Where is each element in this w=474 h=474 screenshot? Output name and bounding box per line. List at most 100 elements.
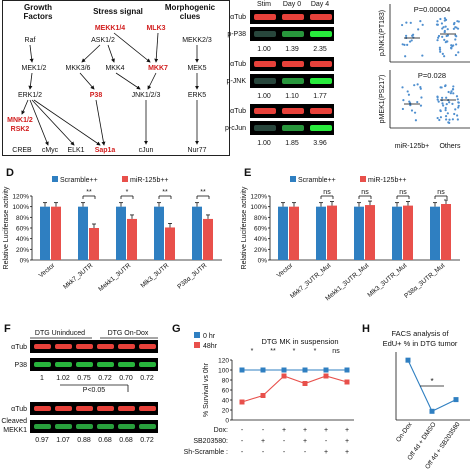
bar-mir-125b xyxy=(51,206,61,260)
line-g-treatment: - xyxy=(262,449,265,456)
bar-ylabel: Relative Luciferase activity xyxy=(3,186,10,269)
bar-legend-label: Scramble++ xyxy=(60,177,98,184)
pathway-arrow xyxy=(154,32,159,63)
scatter-point xyxy=(403,43,406,46)
blot-target-label: p-JNK xyxy=(227,78,247,85)
line-g-treatment: + xyxy=(324,427,328,434)
scatter-point xyxy=(457,106,460,109)
blot-f-strip xyxy=(30,420,158,433)
scatter-point xyxy=(407,93,411,96)
line-g-sig-label: ns xyxy=(332,348,340,355)
scatter-point xyxy=(455,35,458,38)
line-g-point xyxy=(281,367,287,373)
pathway-arrow xyxy=(81,44,101,63)
pathway-node-mkk36: MKK3/6 xyxy=(66,65,91,72)
blot-f-band xyxy=(76,344,93,349)
scatter-point xyxy=(417,28,420,31)
scatter-point xyxy=(440,96,444,99)
blot-f-band xyxy=(55,344,72,349)
scatter-point xyxy=(444,25,447,28)
line-g-treatment: - xyxy=(283,438,286,445)
line-h-title-2: EdU+ % in DTG tumor xyxy=(383,339,458,348)
bar-category-label: Mekk1_3UTR xyxy=(97,262,132,293)
bar-sig-label: * xyxy=(126,189,129,196)
blot-f-band xyxy=(139,362,156,367)
pathway-arrow xyxy=(107,44,115,63)
scatter-point xyxy=(410,39,413,42)
blot-quant-value: 1.00 xyxy=(257,93,271,100)
scatter-point xyxy=(421,54,424,57)
line-g-ytick-label: 40 xyxy=(222,398,230,405)
scatter-group-label: Others xyxy=(439,143,461,150)
scatter-group-label: miR-125b+ xyxy=(395,143,429,150)
blot-target-band xyxy=(254,31,276,37)
line-g-ytick-label: 20 xyxy=(222,408,230,415)
bar-sig-label: ** xyxy=(200,189,206,196)
scatter-point xyxy=(457,20,460,23)
scatter-point xyxy=(445,96,448,99)
scatter-point xyxy=(410,109,414,112)
bar-mir-125b xyxy=(365,205,375,260)
bar-category-label: Vector xyxy=(38,262,57,280)
scatter-point xyxy=(454,53,458,57)
blot-f-value: 0.72 xyxy=(98,375,112,382)
scatter-point xyxy=(419,85,422,89)
scatter-point xyxy=(437,34,441,38)
blot-f-band xyxy=(55,424,72,429)
pathway-header-morpho: Morphogenic xyxy=(165,3,216,12)
scatter-point xyxy=(451,45,454,48)
pathway-node-rsk2: RSK2 xyxy=(11,126,30,133)
line-g-point xyxy=(302,381,308,386)
panel-letter-g: G xyxy=(172,323,181,335)
bar-ytick-label: 0% xyxy=(20,258,30,265)
pathway-node-mlk3: MLK3 xyxy=(146,25,165,32)
scatter-point xyxy=(439,109,442,113)
bar-mir-125b xyxy=(165,227,175,260)
blot-f-band xyxy=(97,406,114,411)
bar-category-label: P38α_3UTR_Mut xyxy=(403,262,446,300)
scatter-point xyxy=(436,98,439,101)
panel-letter-d: D xyxy=(6,167,14,179)
bar-ytick-label: 40% xyxy=(16,236,29,243)
scatter-point xyxy=(420,96,423,99)
blot-f-band xyxy=(76,406,93,411)
panel-letter-h: H xyxy=(362,323,370,335)
line-g-treatment: + xyxy=(261,438,265,445)
pathway-arrow xyxy=(21,99,29,115)
bar-scramble xyxy=(78,206,88,260)
pathway-node-p38: P38 xyxy=(90,92,103,99)
blot-f-row-label: MEKK1 xyxy=(3,427,27,434)
blot-f-pvalue: P<0.05 xyxy=(83,387,105,394)
scatter-point xyxy=(439,50,442,53)
pathway-header-growth: Growth xyxy=(24,3,52,12)
blot-col-label: Day 4 xyxy=(311,1,329,8)
line-g-point xyxy=(344,367,350,373)
scatter-point xyxy=(438,48,442,51)
scatter-point xyxy=(408,40,412,43)
blot-quant-value: 1.10 xyxy=(285,93,299,100)
scatter-point xyxy=(450,90,453,93)
blot-f-band xyxy=(139,406,156,411)
blot-f-condition: DTG Uninduced xyxy=(35,330,85,337)
pathway-node-creb: CREB xyxy=(12,147,32,154)
scatter-point xyxy=(446,112,449,115)
line-g-point xyxy=(260,367,266,373)
scatter-point xyxy=(442,26,445,29)
bar-legend-swatch xyxy=(290,176,296,182)
line-g-series xyxy=(241,375,348,403)
line-h-sig-label: * xyxy=(430,377,433,386)
scatter-point xyxy=(401,86,404,89)
bar-ytick-label: 20% xyxy=(16,247,29,254)
scatter-point xyxy=(405,34,408,37)
blot-col-label: Day 0 xyxy=(283,1,301,8)
scatter-pvalue: P=0.00004 xyxy=(414,5,451,14)
pathway-node-erk5: ERK5 xyxy=(188,92,206,99)
scatter-point xyxy=(445,102,448,106)
blot-f-band xyxy=(76,362,93,367)
line-g-treatment: - xyxy=(241,449,244,456)
pathway-node-cjun: cJun xyxy=(139,147,154,154)
pathway-node-nur77: Nur77 xyxy=(187,147,206,154)
line-g-treatment: + xyxy=(345,438,349,445)
scatter-point xyxy=(451,118,454,121)
blot-load-label: αTub xyxy=(230,108,246,115)
